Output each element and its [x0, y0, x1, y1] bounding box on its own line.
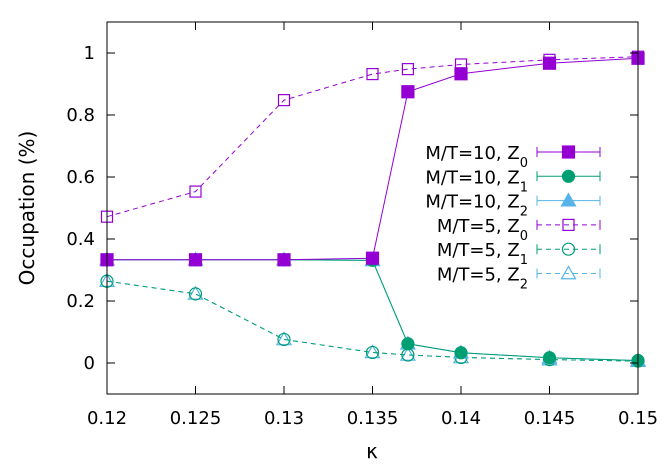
y-tick-label: 0 [84, 353, 95, 374]
legend-label: M/T=10, Z1 [425, 167, 528, 195]
data-point [542, 56, 557, 70]
x-tick-label: 0.125 [170, 408, 222, 429]
legend-entry: M/T=5, Z0 [437, 216, 601, 244]
y-tick-label: 0.8 [66, 105, 95, 126]
legend-marker [561, 145, 576, 159]
legend-label: M/T=10, Z2 [425, 192, 528, 220]
legend-label: M/T=5, Z1 [437, 240, 528, 268]
y-axis-title: Occupation (%) [15, 131, 39, 286]
series-2 [98, 251, 647, 367]
data-point [454, 346, 468, 360]
data-point [401, 337, 415, 351]
x-tick-label: 0.13 [264, 408, 304, 429]
data-point [454, 67, 468, 81]
legend-marker [560, 192, 577, 207]
series-line [106, 280, 639, 362]
legend-marker [560, 265, 577, 280]
legend-label: M/T=5, Z2 [437, 265, 528, 293]
data-point [365, 251, 380, 265]
x-tick-label: 0.15 [618, 408, 658, 429]
legend: M/T=10, Z0M/T=10, Z1M/T=10, Z2M/T=5, Z0M… [425, 143, 601, 293]
data-point [542, 351, 557, 365]
data-point [188, 287, 203, 301]
legend-entry: M/T=5, Z1 [437, 240, 601, 268]
data-point [275, 331, 293, 346]
data-point [366, 67, 379, 81]
x-tick-label: 0.14 [441, 408, 481, 429]
legend-label: M/T=5, Z0 [437, 216, 528, 244]
plot-frame [106, 21, 639, 395]
series-5 [98, 272, 647, 367]
y-tick-label: 1 [84, 43, 95, 64]
data-point [401, 63, 414, 76]
legend-entry: M/T=10, Z2 [425, 192, 601, 220]
legend-marker [561, 242, 576, 256]
legend-entry: M/T=10, Z0 [425, 143, 601, 171]
x-tick-label: 0.145 [524, 408, 576, 429]
series-line [106, 280, 639, 362]
data-point [399, 346, 416, 361]
legend-label: M/T=10, Z0 [425, 143, 528, 171]
data-point [189, 185, 202, 198]
legend-entry: M/T=5, Z2 [437, 265, 601, 293]
series-line [107, 57, 639, 261]
data-point [365, 345, 380, 360]
series-0 [100, 51, 645, 267]
y-tick-label: 0.6 [66, 167, 95, 188]
legend-marker [562, 218, 575, 231]
data-point [401, 85, 415, 99]
legend-marker [561, 169, 576, 183]
x-tick-label: 0.12 [87, 408, 127, 429]
series-line [106, 56, 639, 218]
x-tick-label: 0.135 [347, 408, 399, 429]
data-point [277, 253, 291, 267]
data-point [188, 253, 203, 267]
y-tick-label: 0.4 [66, 229, 95, 250]
plot-series-layer [98, 50, 647, 368]
series-1 [100, 253, 645, 368]
legend-entry: M/T=10, Z1 [425, 167, 601, 195]
data-point [277, 332, 291, 347]
series-3 [100, 50, 645, 223]
y-tick-label: 0.2 [66, 291, 95, 312]
x-axis-title: κ [366, 439, 378, 463]
series-4 [100, 274, 645, 368]
data-point [277, 94, 291, 107]
